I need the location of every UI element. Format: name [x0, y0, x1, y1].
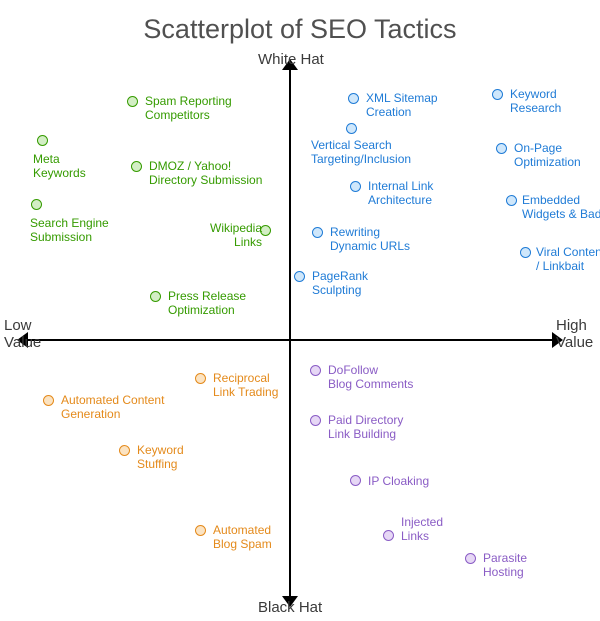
axis-label-right: High Value	[556, 318, 593, 351]
data-point-label: Paid Directory Link Building	[328, 414, 403, 442]
data-point	[294, 271, 305, 282]
data-point	[520, 247, 531, 258]
data-point-label: Injected Links	[401, 516, 443, 544]
data-point-label: PageRank Sculpting	[312, 270, 368, 298]
data-point	[350, 475, 361, 486]
data-point-label: Reciprocal Link Trading	[213, 372, 278, 400]
data-point	[346, 123, 357, 134]
axis-label-bottom: Black Hat	[258, 600, 322, 617]
data-point	[195, 373, 206, 384]
data-point-label: Internal Link Architecture	[368, 180, 433, 208]
data-point-label: Keyword Research	[510, 88, 561, 116]
data-point	[348, 93, 359, 104]
data-point	[492, 89, 503, 100]
data-point-label: Press Release Optimization	[168, 290, 246, 318]
data-point	[37, 135, 48, 146]
data-point	[195, 525, 206, 536]
data-point-label: Search Engine Submission	[30, 217, 109, 245]
data-point	[506, 195, 517, 206]
data-point	[350, 181, 361, 192]
data-point	[131, 161, 142, 172]
data-point	[43, 395, 54, 406]
data-point-label: Meta Keywords	[33, 153, 86, 181]
data-point	[119, 445, 130, 456]
data-point-label: IP Cloaking	[368, 475, 429, 489]
data-point	[31, 199, 42, 210]
data-point	[383, 530, 394, 541]
data-point-label: Parasite Hosting	[483, 552, 527, 580]
scatterplot: Scatterplot of SEO Tactics White Hat Bla…	[0, 0, 600, 621]
data-point-label: Wikipedia Links	[210, 222, 262, 250]
data-point-label: DMOZ / Yahoo! Directory Submission	[149, 160, 262, 188]
data-point-label: Embedded Widgets & Badges	[522, 194, 600, 222]
data-point-label: Spam Reporting Competitors	[145, 95, 232, 123]
data-point	[150, 291, 161, 302]
data-point-label: On-Page Optimization	[514, 142, 581, 170]
data-point-label: Automated Content Generation	[61, 394, 164, 422]
data-point	[496, 143, 507, 154]
data-point-label: DoFollow Blog Comments	[328, 364, 413, 392]
data-point-label: Vertical Search Targeting/Inclusion	[311, 139, 411, 167]
data-point	[465, 553, 476, 564]
chart-title: Scatterplot of SEO Tactics	[0, 14, 600, 45]
data-point	[312, 227, 323, 238]
data-point-label: Automated Blog Spam	[213, 524, 272, 552]
data-point-label: Keyword Stuffing	[137, 444, 184, 472]
axis-label-top: White Hat	[258, 52, 324, 69]
data-point	[127, 96, 138, 107]
data-point-label: Viral Content / Linkbait	[536, 246, 600, 274]
data-point-label: Rewriting Dynamic URLs	[330, 226, 410, 254]
data-point	[310, 365, 321, 376]
data-point	[310, 415, 321, 426]
axis-label-left: Low Value	[4, 318, 41, 351]
y-axis	[289, 70, 291, 596]
data-point-label: XML Sitemap Creation	[366, 92, 438, 120]
